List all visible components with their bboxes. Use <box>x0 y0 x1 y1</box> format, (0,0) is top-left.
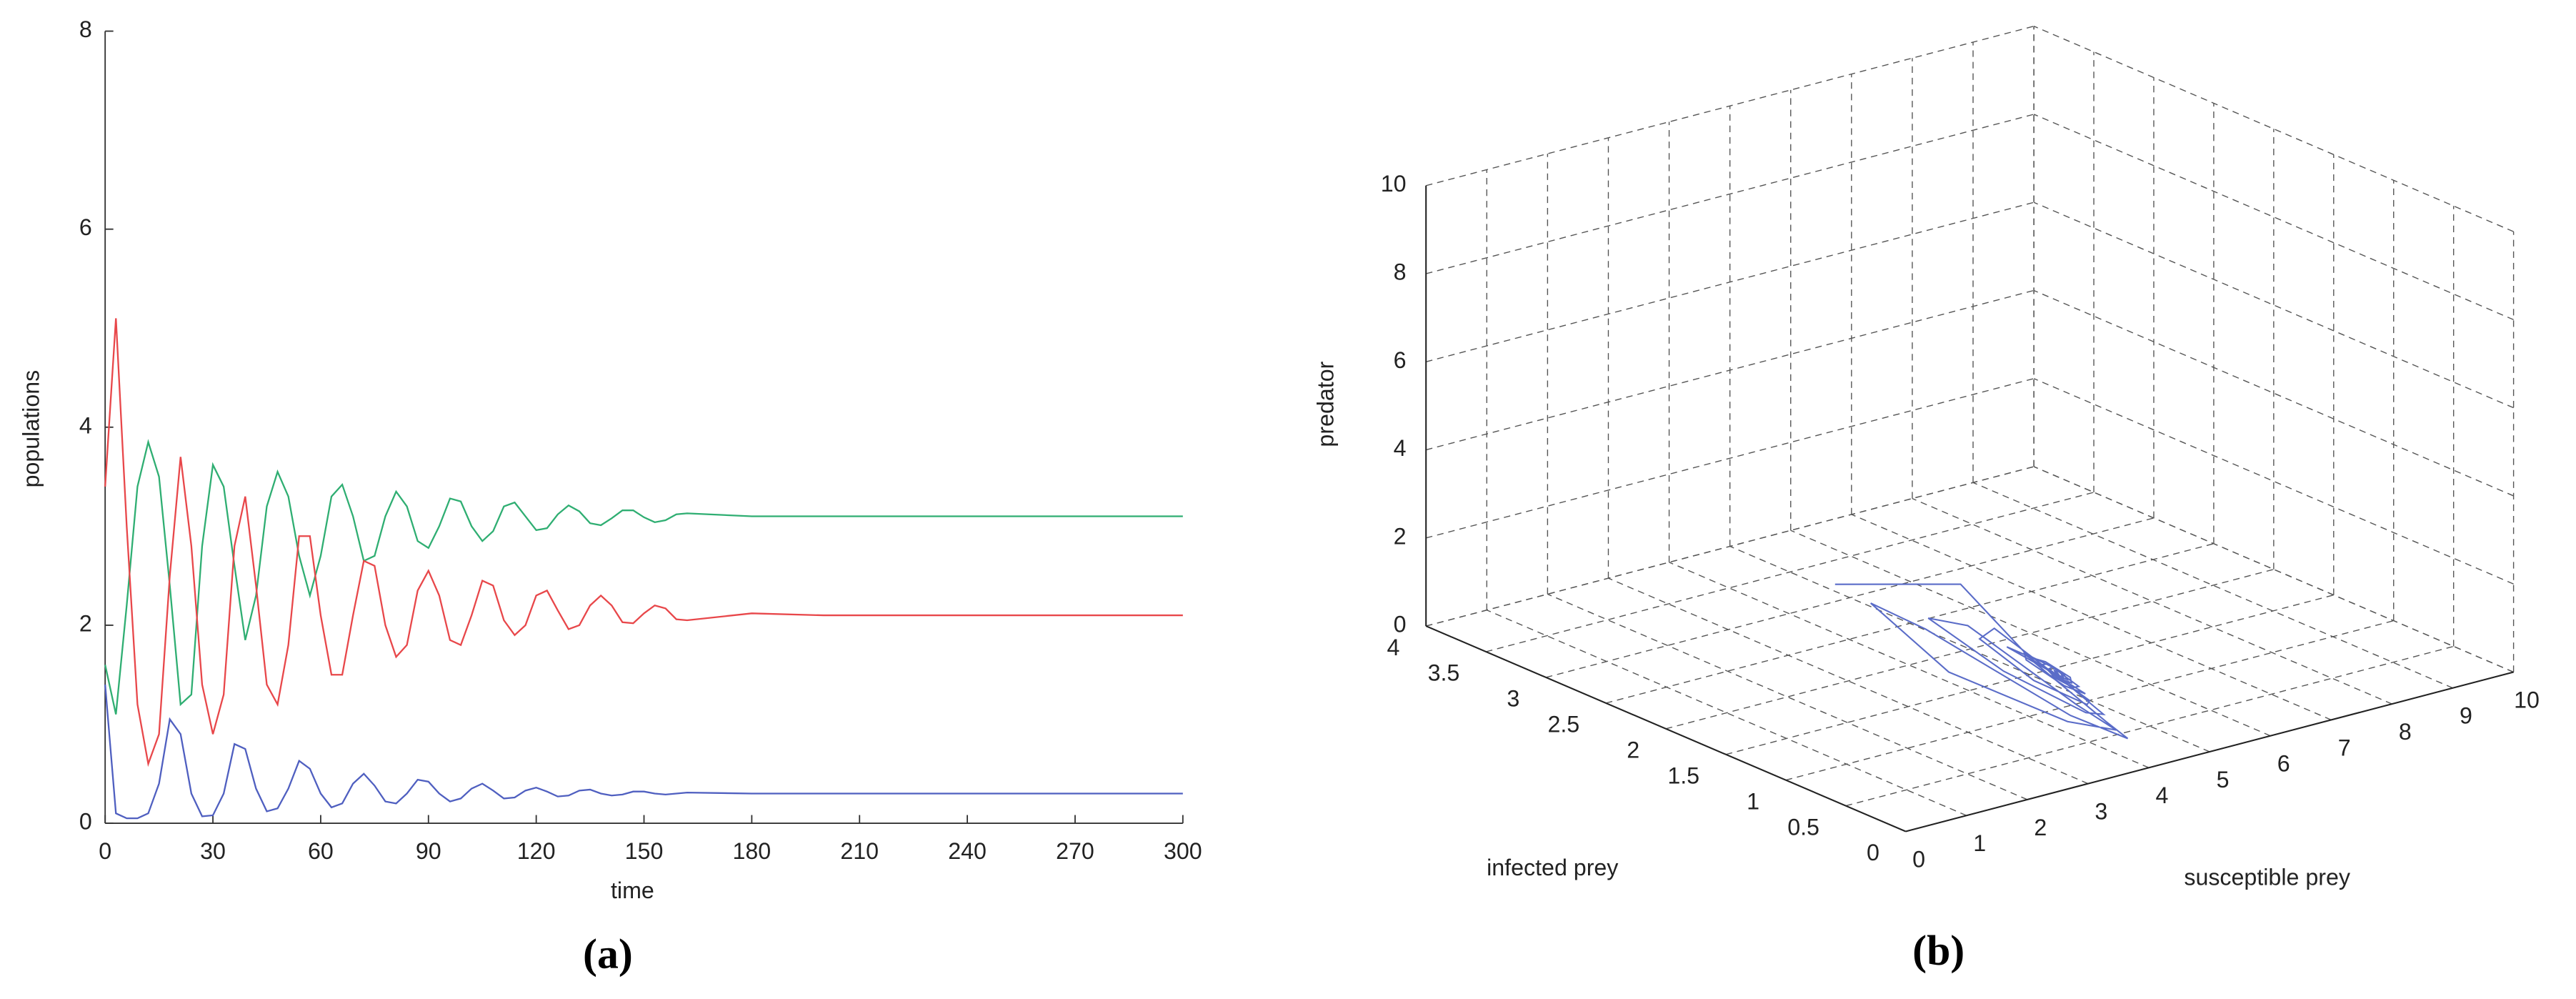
y-tick-label: 6 <box>79 214 92 240</box>
grid-line <box>2033 202 2514 409</box>
x-tick-label: 240 <box>948 838 987 864</box>
grid-line <box>1426 114 2035 274</box>
x-tick-label: 8 <box>2399 719 2412 745</box>
x-tick-label: 60 <box>308 838 334 864</box>
x-tick-label: 90 <box>416 838 441 864</box>
x-tick-label: 0 <box>1912 846 1925 872</box>
grid-line <box>1725 595 2334 755</box>
series-line <box>104 318 1183 767</box>
z-tick-label: 2 <box>1394 523 1407 549</box>
y-axis <box>1425 625 1907 832</box>
grid-line <box>1545 517 2155 678</box>
z-tick-label: 6 <box>1394 347 1407 373</box>
x-tick-label: 9 <box>2460 703 2472 729</box>
x-tick-label: 4 <box>2156 782 2169 808</box>
x-tick-label: 2 <box>2034 815 2047 840</box>
x-tick-label: 270 <box>1056 838 1094 864</box>
grid-line <box>2033 378 2514 585</box>
grid-line <box>1426 466 2035 627</box>
x-tick-label: 300 <box>1164 838 1202 864</box>
x-tick-label: 1 <box>1973 830 1986 856</box>
z-axis-label: predator <box>1313 361 1339 447</box>
grid-line <box>1912 497 2392 705</box>
grid-line <box>1845 645 2454 807</box>
y-tick-label: 2.5 <box>1547 712 1579 737</box>
y-tick-label: 1 <box>1747 788 1759 814</box>
grid-line <box>2033 466 2514 673</box>
x-axis-label: susceptible prey <box>2184 865 2350 890</box>
grid-line <box>1729 545 2210 752</box>
x-tick-label: 7 <box>2338 735 2351 760</box>
trajectory <box>1834 583 2129 740</box>
y-tick-label: 0 <box>79 809 92 835</box>
x-tick-label: 30 <box>200 838 226 864</box>
grid-line <box>1605 543 2215 704</box>
series-line <box>104 439 1183 715</box>
z-tick-label: 8 <box>1394 259 1407 285</box>
y-tick-label: 2 <box>1627 737 1639 763</box>
y-tick-label: 0.5 <box>1787 814 1819 840</box>
z-tick-label: 10 <box>1381 171 1407 197</box>
grid-line <box>1426 202 2035 362</box>
x-tick-label: 6 <box>2277 751 2290 777</box>
caption: (b) <box>1912 927 1965 974</box>
caption: (a) <box>583 930 633 977</box>
grid-line <box>1851 514 2332 721</box>
y-tick-label: 1.5 <box>1667 762 1699 788</box>
grid-line <box>2033 289 2514 497</box>
grid-line <box>2033 114 2514 321</box>
grid-line <box>1972 482 2453 689</box>
y-tick-label: 3.5 <box>1428 660 1460 686</box>
x-tick-label: 120 <box>517 838 556 864</box>
y-tick-label: 2 <box>79 610 92 636</box>
grid-line <box>2033 26 2514 232</box>
x-tick-label: 180 <box>733 838 772 864</box>
grid-line <box>1426 378 2035 539</box>
x-tick-label: 5 <box>2217 767 2230 792</box>
grid-line <box>1426 26 2035 187</box>
x-tick-label: 3 <box>2095 799 2107 825</box>
z-tick-label: 0 <box>1394 612 1407 637</box>
y-tick-label: 8 <box>79 16 92 42</box>
y-tick-label: 4 <box>79 412 92 438</box>
z-tick-label: 4 <box>1394 435 1407 461</box>
y-tick-label: 4 <box>1387 635 1399 660</box>
grid-line <box>1485 492 2095 652</box>
y-tick-label: 0 <box>1867 840 1879 865</box>
x-axis-label: time <box>611 878 654 903</box>
x-tick-label: 150 <box>625 838 664 864</box>
grid-line <box>1547 593 2028 800</box>
y-axis-label: infected prey <box>1487 855 1619 880</box>
x-tick-label: 0 <box>99 838 111 864</box>
grid-line <box>1426 289 2035 451</box>
grid-line <box>1790 530 2271 737</box>
grid-line <box>1665 569 2275 730</box>
x-tick-label: 210 <box>840 838 879 864</box>
grid-line <box>1669 562 2150 768</box>
grid-line <box>1608 577 2089 785</box>
grid-line <box>1486 610 1967 816</box>
y-axis-label: populations <box>18 370 44 488</box>
x-axis <box>1905 671 2514 832</box>
x-tick-label: 10 <box>2514 687 2540 712</box>
y-tick-label: 3 <box>1507 686 1519 712</box>
series-line <box>104 684 1183 820</box>
